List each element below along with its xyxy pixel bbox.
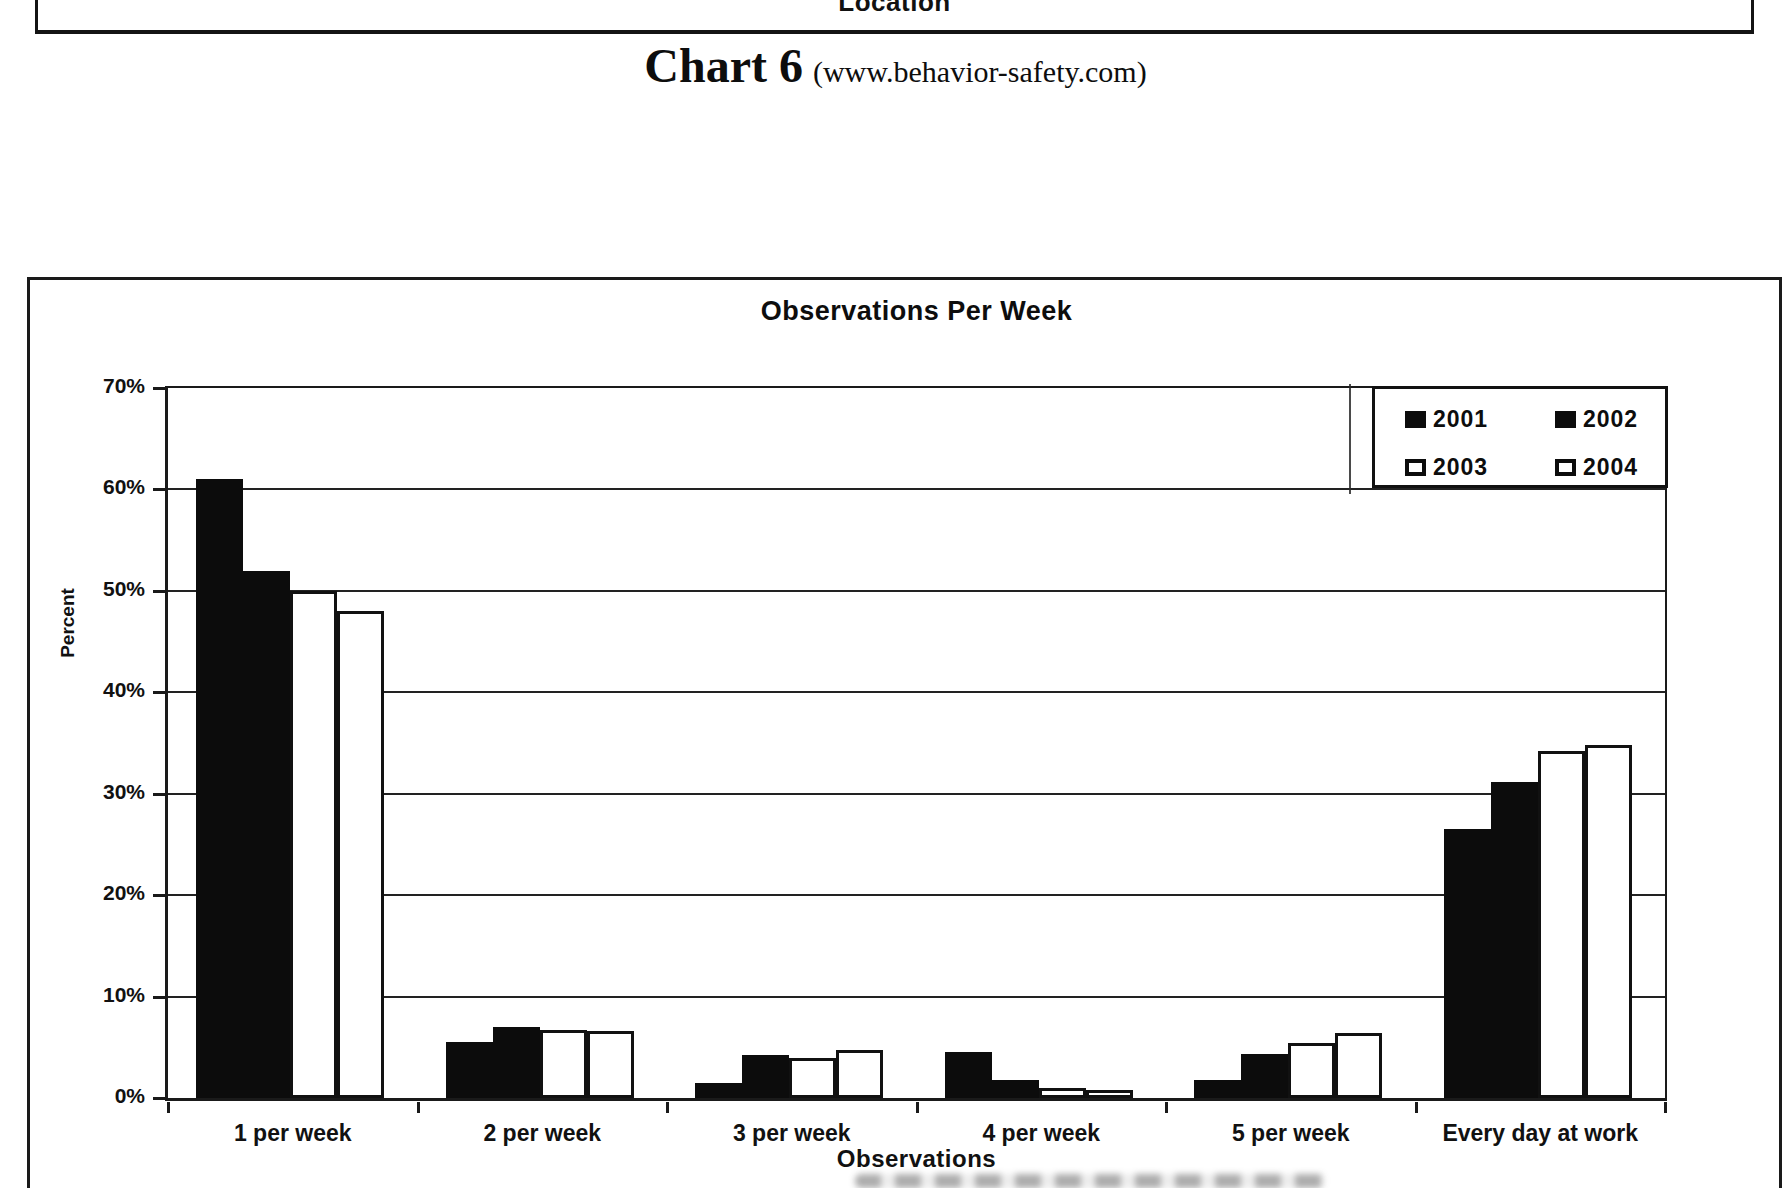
bar-2001-every-day-at-work — [1444, 829, 1491, 1098]
bar-2001-3-per-week — [695, 1083, 742, 1098]
y-tick-label-10: 10% — [50, 983, 145, 1007]
bar-2002-4-per-week — [992, 1080, 1039, 1098]
y-tick-label-40: 40% — [50, 678, 145, 702]
x-tick-mark-4 — [1165, 1102, 1168, 1113]
y-tick-label-60: 60% — [50, 475, 145, 499]
chart-heading: Chart 6 (www.behavior-safety.com) — [0, 38, 1791, 93]
y-tick-label-70: 70% — [50, 374, 145, 398]
legend-label-2002: 2002 — [1583, 406, 1638, 433]
bar-2004-every-day-at-work — [1585, 745, 1632, 1098]
gridline-40 — [168, 691, 1665, 693]
y-tick-mark-50 — [153, 590, 168, 593]
bar-2003-every-day-at-work — [1538, 751, 1585, 1098]
chart-title: Observations Per Week — [165, 296, 1668, 327]
bar-2001-2-per-week — [446, 1042, 493, 1098]
gridline-20 — [168, 894, 1665, 896]
legend-swatch-2003-icon — [1405, 459, 1426, 476]
x-category-label-6: Every day at work — [1416, 1120, 1666, 1147]
illegible-caption-smudge — [855, 1174, 1325, 1188]
bar-2004-1-per-week — [337, 611, 384, 1098]
legend-item-2002: 2002 — [1555, 405, 1638, 433]
legend-label-2003: 2003 — [1433, 454, 1488, 481]
y-tick-mark-40 — [153, 691, 168, 694]
bar-2001-5-per-week — [1194, 1080, 1241, 1098]
bar-2002-1-per-week — [243, 571, 290, 1098]
bar-2003-2-per-week — [540, 1030, 587, 1098]
bar-2004-2-per-week — [587, 1031, 634, 1098]
y-tick-label-30: 30% — [50, 780, 145, 804]
x-category-label-2: 2 per week — [418, 1120, 668, 1147]
x-tick-mark-3 — [916, 1102, 919, 1113]
bar-2003-5-per-week — [1288, 1043, 1335, 1098]
bar-2004-3-per-week — [836, 1050, 883, 1098]
chart-frame: Observations Per Week Percent 2001200220… — [27, 277, 1782, 1188]
chart-legend: 2001 2002 2003 2004 — [1372, 386, 1668, 488]
x-tick-mark-1 — [417, 1102, 420, 1113]
bar-2004-4-per-week — [1086, 1090, 1133, 1098]
x-category-label-3: 3 per week — [667, 1120, 917, 1147]
legend-label-2001: 2001 — [1433, 406, 1488, 433]
legend-swatch-2002-icon — [1555, 411, 1576, 428]
y-tick-mark-20 — [153, 894, 168, 897]
legend-label-2004: 2004 — [1583, 454, 1638, 481]
bar-2001-1-per-week — [196, 479, 243, 1098]
bar-2002-every-day-at-work — [1491, 782, 1538, 1098]
y-tick-label-50: 50% — [50, 577, 145, 601]
bar-2001-4-per-week — [945, 1052, 992, 1098]
bar-2003-3-per-week — [789, 1058, 836, 1098]
legend-item-2003: 2003 — [1405, 453, 1488, 481]
bar-2004-5-per-week — [1335, 1033, 1382, 1098]
gridline-10 — [168, 996, 1665, 998]
bar-2003-1-per-week — [290, 591, 337, 1098]
y-tick-mark-70 — [153, 387, 168, 390]
chart-heading-source: (www.behavior-safety.com) — [813, 55, 1147, 88]
legend-item-2004: 2004 — [1555, 453, 1638, 481]
x-tick-mark-6 — [1664, 1102, 1667, 1113]
scanned-document-page: { "page": { "location_header": "Location… — [0, 0, 1791, 1188]
location-header-box: Location — [35, 0, 1754, 34]
x-category-label-4: 4 per week — [917, 1120, 1167, 1147]
legend-item-2001: 2001 — [1405, 405, 1488, 433]
x-axis-title: Observations — [165, 1145, 1668, 1173]
x-tick-mark-5 — [1415, 1102, 1418, 1113]
y-tick-mark-10 — [153, 996, 168, 999]
gridline-50 — [168, 590, 1665, 592]
legend-swatch-2001-icon — [1405, 411, 1426, 428]
y-tick-label-20: 20% — [50, 881, 145, 905]
chart-heading-title: Chart 6 — [644, 39, 803, 92]
bar-2003-4-per-week — [1039, 1088, 1086, 1098]
bar-2002-3-per-week — [742, 1055, 789, 1098]
x-category-label-5: 5 per week — [1166, 1120, 1416, 1147]
bar-2002-5-per-week — [1241, 1054, 1288, 1098]
gridline-60 — [168, 488, 1665, 490]
y-tick-mark-0 — [153, 1097, 168, 1100]
location-header-label: Location — [38, 0, 1751, 18]
plot-area — [165, 386, 1667, 1101]
y-tick-mark-30 — [153, 793, 168, 796]
bar-2002-2-per-week — [493, 1027, 540, 1098]
x-tick-mark-0 — [167, 1102, 170, 1113]
y-tick-label-0: 0% — [50, 1084, 145, 1108]
x-category-label-1: 1 per week — [168, 1120, 418, 1147]
y-tick-mark-60 — [153, 488, 168, 491]
x-tick-mark-2 — [666, 1102, 669, 1113]
legend-swatch-2004-icon — [1555, 459, 1576, 476]
scan-artifact-line — [1349, 384, 1351, 494]
gridline-30 — [168, 793, 1665, 795]
